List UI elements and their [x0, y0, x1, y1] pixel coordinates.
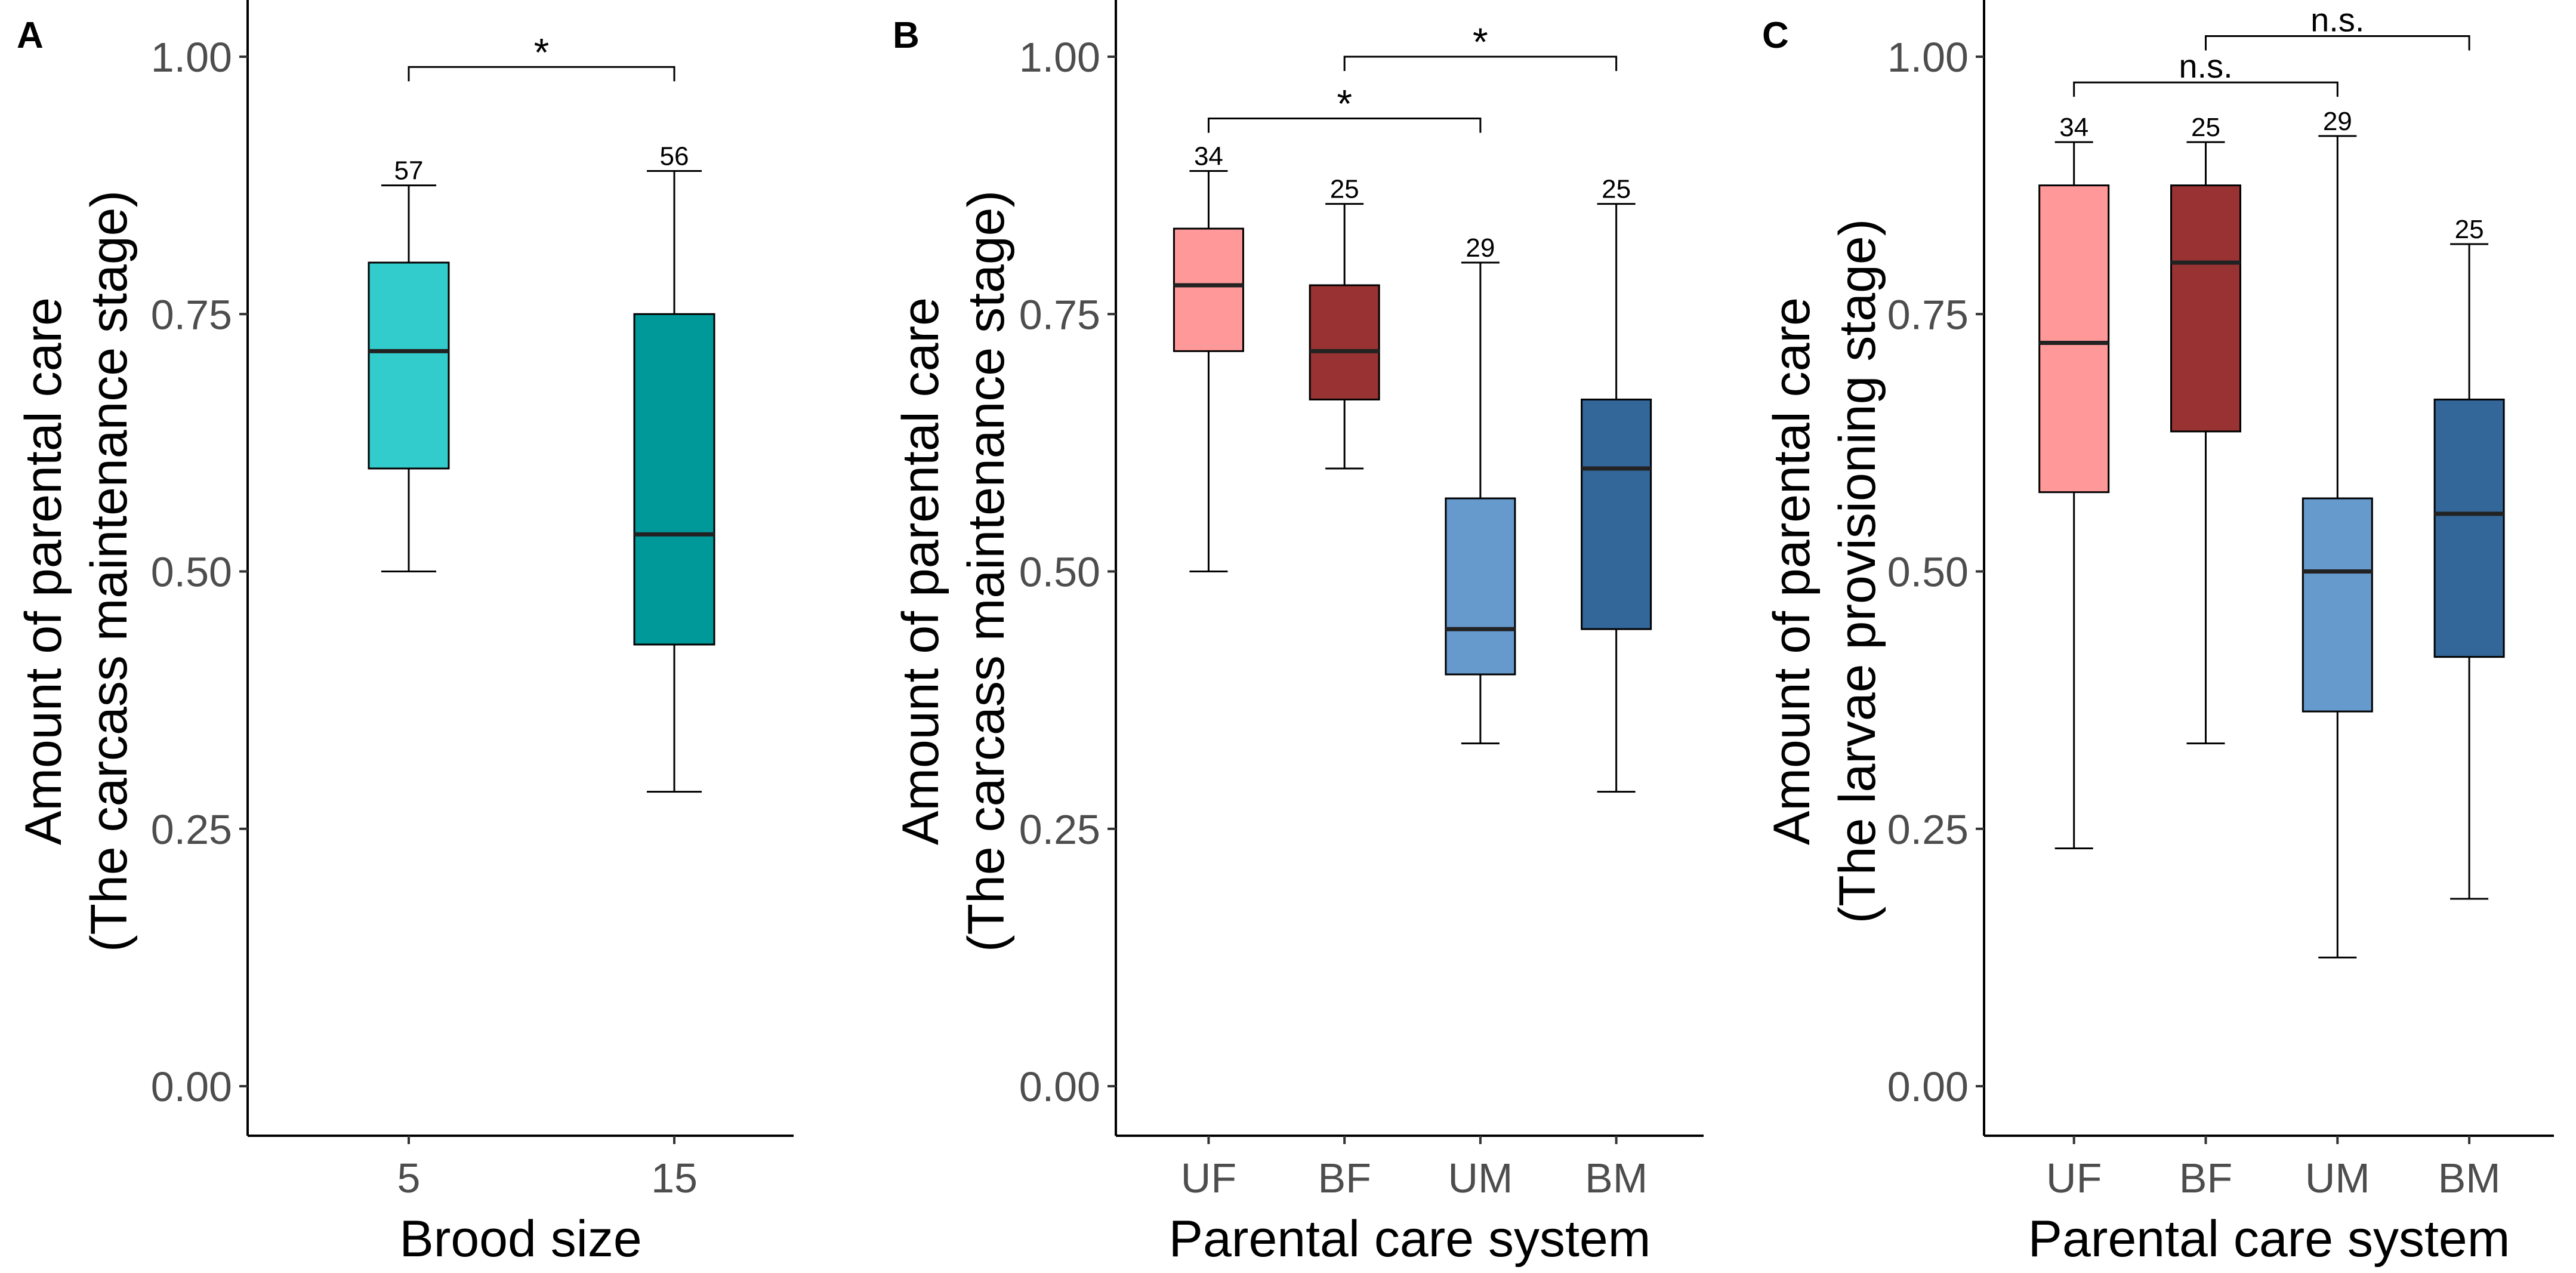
iqr-box: [2170, 184, 2241, 433]
y-tick-label: 0.25: [1887, 806, 1969, 853]
box-um: 29: [2302, 107, 2373, 958]
y-tick-label: 0.50: [1019, 549, 1100, 596]
significance-label: n.s.: [2179, 47, 2232, 85]
significance-label: *: [1337, 82, 1352, 126]
y-tick-label: 0.25: [151, 806, 232, 853]
y-tick-label: 0.50: [151, 549, 232, 596]
y-axis-title-line: (The carcass maintenance stage): [958, 190, 1015, 952]
y-tick-label: 0.50: [1887, 549, 1969, 596]
iqr-box: [2302, 497, 2373, 713]
sample-size-label: 34: [2059, 113, 2088, 142]
bracket-line: [2205, 35, 2470, 51]
sample-size-label: 25: [2191, 113, 2220, 142]
y-tick-label: 0.75: [1019, 291, 1100, 338]
x-tick-label: UM: [1448, 1155, 1513, 1201]
x-tick-label: BM: [1585, 1155, 1648, 1201]
y-tick-label: 0.25: [1019, 806, 1100, 853]
x-axis-title: Parental care system: [1169, 1210, 1651, 1268]
significance-bracket: *: [1343, 20, 1618, 71]
y-axis-title-line: (The larvae provisioning stage): [1829, 219, 1886, 924]
significance-bracket: *: [1207, 82, 1482, 133]
panel-c: C 0.00 0.25 0.50 0.75 1.00 Amount of parental …: [1762, 0, 2554, 1268]
y-axis-title-line: Amount of parental care: [15, 297, 72, 845]
y-axis-title: Amount of parental care (The carcass main…: [892, 190, 1015, 952]
iqr-box: [1445, 497, 1516, 676]
y-tick-label: 0.75: [1887, 291, 1969, 338]
bracket-line: [408, 66, 675, 82]
bracket-line: [1207, 118, 1482, 133]
y-tick-label: 0.75: [151, 291, 232, 338]
y-tick-label: 0.00: [151, 1064, 232, 1110]
significance-label: n.s.: [2310, 1, 2364, 39]
box-bm: 25: [1581, 175, 1652, 793]
panel-letter: A: [17, 15, 44, 56]
y-axis-title-line: Amount of parental care: [892, 297, 949, 845]
x-tick-label: BM: [2438, 1155, 2501, 1201]
significance-bracket: n.s.: [2205, 1, 2470, 51]
panel-b: B 0.00 0.25 0.50 0.75 1.00 Amount of parental …: [892, 0, 1704, 1268]
significance-bracket: n.s.: [2073, 47, 2339, 97]
significance-label: *: [1473, 20, 1488, 64]
box-um: 29: [1445, 233, 1516, 745]
x-tick-label: BF: [2179, 1155, 2232, 1201]
iqr-box: [1309, 284, 1380, 400]
y-tick-label: 0.00: [1887, 1064, 1969, 1110]
y-tick-label: 1.00: [151, 34, 232, 81]
box-uf: 34: [1173, 141, 1244, 572]
sample-size-label: 29: [2323, 107, 2352, 136]
iqr-box: [368, 261, 450, 470]
x-tick-label: 5: [397, 1155, 421, 1201]
sample-size-label: 29: [1466, 233, 1495, 263]
x-axis-title: Parental care system: [2028, 1210, 2510, 1268]
bracket-line: [1343, 56, 1618, 71]
significance-bracket: *: [408, 30, 675, 82]
iqr-box: [1173, 227, 1244, 352]
panel-letter: B: [893, 15, 920, 56]
box-uf: 34: [2038, 113, 2110, 850]
significance-label: *: [534, 30, 550, 74]
y-axis-title-line: (The carcass maintenance stage): [81, 190, 138, 952]
y-axis-title: Amount of parental care (The larvae provi…: [1763, 219, 1886, 924]
x-tick-label: UF: [2046, 1155, 2102, 1201]
y-axis-title-line: Amount of parental care: [1763, 297, 1821, 845]
bracket-line: [2073, 81, 2339, 97]
panel-a: A 0.00 0.25 0.50 0.75 1.00 Amount of parental …: [15, 0, 794, 1268]
x-tick-label: UM: [2305, 1155, 2370, 1201]
x-axis-title: Brood size: [399, 1210, 641, 1268]
y-tick-label: 1.00: [1019, 34, 1100, 81]
sample-size-label: 56: [660, 141, 689, 171]
iqr-box: [1581, 398, 1652, 630]
box-15: 56: [633, 141, 715, 793]
sample-size-label: 34: [1194, 141, 1223, 171]
sample-size-label: 57: [394, 156, 424, 186]
x-tick-label: 15: [651, 1155, 698, 1201]
panel-letter: C: [1762, 15, 1789, 56]
x-tick-label: UF: [1181, 1155, 1236, 1201]
y-axis-title: Amount of parental care (The carcass main…: [15, 190, 138, 952]
box-bm: 25: [2433, 215, 2505, 900]
iqr-box: [2433, 398, 2505, 658]
y-tick-label: 1.00: [1887, 34, 1969, 81]
box-bf: 25: [2170, 113, 2241, 745]
sample-size-label: 25: [2455, 215, 2484, 244]
sample-size-label: 25: [1602, 175, 1631, 204]
box-5: 57: [368, 156, 450, 572]
box-bf: 25: [1309, 175, 1380, 470]
x-tick-label: BF: [1318, 1155, 1371, 1201]
sample-size-label: 25: [1330, 175, 1359, 204]
iqr-box: [2038, 184, 2110, 494]
y-tick-label: 0.00: [1019, 1064, 1100, 1110]
iqr-box: [633, 313, 715, 646]
